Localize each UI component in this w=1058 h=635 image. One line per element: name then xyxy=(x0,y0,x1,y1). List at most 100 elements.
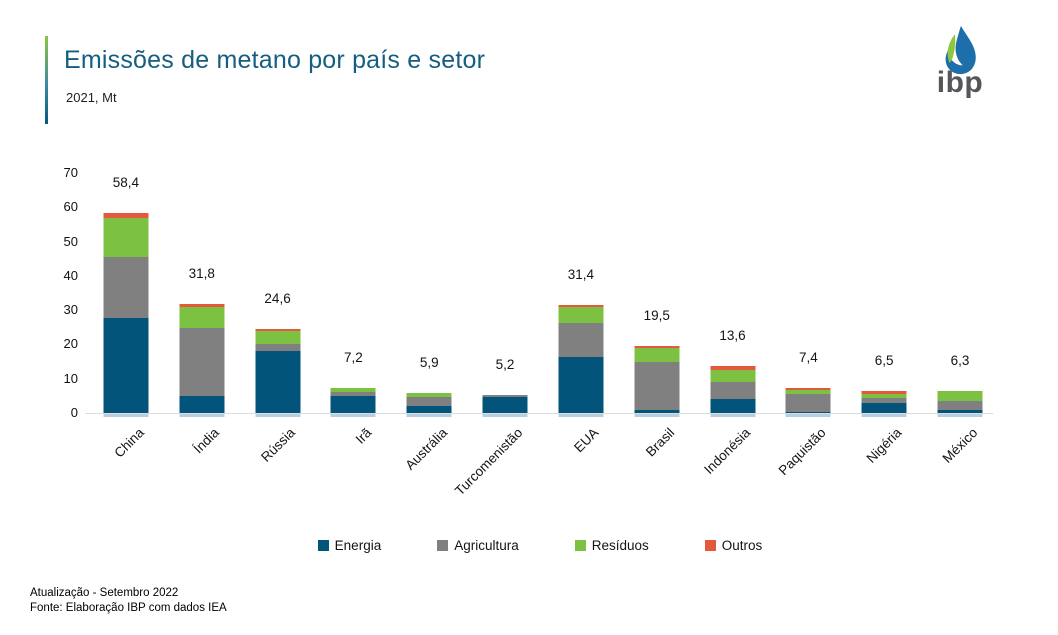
bar-reflection xyxy=(103,414,149,417)
bar-stack xyxy=(634,346,680,413)
bar-segment-resíduos xyxy=(558,307,604,324)
bar-segment-agricultura xyxy=(634,362,680,410)
y-axis: 0 10 20 30 40 50 60 70 xyxy=(30,165,78,420)
bar-value-label: 6,5 xyxy=(874,352,894,368)
bar-segment-outros xyxy=(861,390,907,394)
y-tick-label: 10 xyxy=(63,370,78,386)
bar-segment-energia xyxy=(634,409,680,413)
y-tick-label: 0 xyxy=(70,405,78,420)
x-tick-label: Rússia xyxy=(258,425,299,465)
x-tick-label: EUA xyxy=(571,425,602,456)
bar-reflection xyxy=(406,414,452,417)
bar-stack xyxy=(482,395,528,413)
bar-group: 6,3 México xyxy=(922,173,998,466)
bar-segment-outros xyxy=(558,305,604,308)
bar-segment-energia xyxy=(179,395,225,413)
legend-swatch xyxy=(437,540,449,551)
page-title: Emissões de metano por país e setor xyxy=(64,46,486,74)
bar-segment-agricultura xyxy=(785,394,831,412)
x-axis-line xyxy=(85,413,993,414)
bar-group: 6,5 Nigéria xyxy=(846,173,922,466)
bar-segment-outros xyxy=(179,304,225,308)
bar-segment-energia xyxy=(861,403,907,413)
x-tick-label: México xyxy=(939,425,981,466)
bar-value-label: 31,4 xyxy=(567,267,595,283)
footer: Atualização - Setembro 2022 Fonte: Elabo… xyxy=(30,586,227,616)
bar-segment-energia xyxy=(406,406,452,413)
bar-group: 5,9 Austrália xyxy=(391,173,467,473)
bar-value-label: 58,4 xyxy=(112,174,140,190)
bar-segment-resíduos xyxy=(861,393,907,399)
legend-item-outros: Outros xyxy=(704,538,762,553)
bar-reflection xyxy=(710,414,756,417)
bar-segment-agricultura xyxy=(558,323,604,358)
bar-stack xyxy=(255,328,301,413)
bar-group: 5,2 Turcomenistão xyxy=(452,173,543,498)
legend-item-energia: Energia xyxy=(317,538,382,553)
bar-group: 31,4 EUA xyxy=(543,173,619,455)
legend: Energia Agricultura Resíduos Outros xyxy=(85,538,995,553)
bar-stack xyxy=(330,388,376,413)
footer-source-line: Fonte: Elaboração IBP com dados IEA xyxy=(30,602,227,615)
bar-value-label: 5,2 xyxy=(495,357,515,373)
legend-swatch xyxy=(704,540,716,551)
footer-update-line: Atualização - Setembro 2022 xyxy=(30,587,179,599)
bar-segment-agricultura xyxy=(255,344,301,352)
legend-label: Resíduos xyxy=(591,538,649,553)
bar-stack xyxy=(785,387,831,413)
legend-label: Agricultura xyxy=(454,538,519,553)
bar-value-label: 24,6 xyxy=(264,290,291,306)
bar-segment-outros xyxy=(103,212,149,218)
bar-segment-resíduos xyxy=(179,307,225,328)
bar-segment-agricultura xyxy=(103,256,149,318)
bar-group: 7,4 Paquistão xyxy=(770,173,846,478)
bar-segment-agricultura xyxy=(179,327,225,396)
bar-stack xyxy=(710,366,756,413)
bar-segment-energia xyxy=(330,395,376,413)
x-tick-label: Austrália xyxy=(402,425,450,473)
bar-reflection xyxy=(255,414,301,417)
x-tick-label: Índia xyxy=(191,425,223,457)
y-tick-label: 40 xyxy=(63,267,78,283)
ibp-logo: ibp xyxy=(916,24,1004,99)
page-subtitle: 2021, Mt xyxy=(66,90,117,105)
logo-text: ibp xyxy=(936,66,984,99)
drop-leaf-icon xyxy=(916,24,1004,76)
bar-reflection xyxy=(179,414,225,417)
bar-segment-resíduos xyxy=(406,392,452,397)
x-tick-label: Brasil xyxy=(642,425,678,460)
x-tick-label: Irã xyxy=(352,425,375,447)
bar-group: 7,2 Irã xyxy=(315,173,391,447)
bar-segment-energia xyxy=(482,396,528,413)
bar-segment-agricultura xyxy=(861,398,907,404)
bar-value-label: 7,2 xyxy=(344,350,363,366)
bar-stack xyxy=(937,391,983,413)
bar-value-label: 19,5 xyxy=(643,308,670,324)
x-tick-label: Paquistão xyxy=(775,425,829,479)
bar-segment-resíduos xyxy=(785,390,831,395)
bar-segment-energia xyxy=(785,411,831,413)
bar-value-label: 31,8 xyxy=(188,265,215,281)
bar-segment-outros xyxy=(785,387,831,391)
bar-stack xyxy=(179,304,225,413)
bar-stack xyxy=(406,392,452,413)
bar-reflection xyxy=(785,414,831,417)
bar-segment-energia xyxy=(558,357,604,413)
bar-reflection xyxy=(482,414,528,417)
bar-segment-resíduos xyxy=(330,388,376,393)
y-tick-label: 70 xyxy=(63,165,78,180)
bar-value-label: 5,9 xyxy=(419,354,439,370)
y-tick-label: 50 xyxy=(63,233,78,249)
bar-value-label: 6,3 xyxy=(950,353,970,369)
bar-reflection xyxy=(937,414,983,417)
x-tick-label: China xyxy=(110,425,147,461)
bar-segment-resíduos xyxy=(103,217,149,257)
bar-segment-resíduos xyxy=(255,330,301,345)
bar-segment-resíduos xyxy=(937,391,983,402)
legend-label: Energia xyxy=(334,538,382,553)
bar-segment-resíduos xyxy=(710,369,756,383)
bar-segment-outros xyxy=(710,366,756,370)
y-tick-label: 60 xyxy=(63,199,78,215)
bar-group: 19,5 Brasil xyxy=(619,173,695,459)
bar-segment-energia xyxy=(710,399,756,413)
